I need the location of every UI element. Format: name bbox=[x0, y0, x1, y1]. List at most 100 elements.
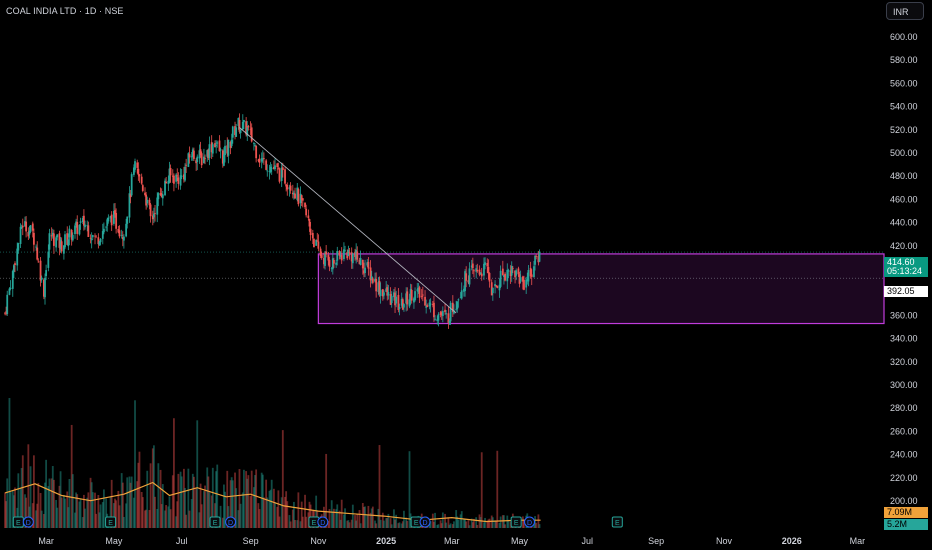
volume-bar bbox=[270, 479, 273, 528]
volume-bar bbox=[99, 504, 102, 528]
candle-body bbox=[476, 269, 479, 272]
volume-bar bbox=[105, 498, 108, 528]
volume-bar bbox=[67, 507, 70, 528]
x-tick-label: 2025 bbox=[376, 536, 396, 546]
candle-body bbox=[519, 277, 522, 282]
volume-bar bbox=[110, 479, 113, 528]
candle-body bbox=[134, 161, 136, 170]
volume-bar bbox=[101, 502, 104, 528]
volume-bar bbox=[185, 514, 188, 528]
candle-body bbox=[355, 249, 358, 260]
candle-body bbox=[137, 168, 140, 175]
volume-bar bbox=[175, 516, 178, 528]
volume-bar bbox=[370, 508, 373, 528]
candle-body bbox=[325, 251, 328, 255]
candle-body bbox=[278, 168, 281, 182]
candle-body bbox=[266, 170, 269, 172]
volume-bar bbox=[243, 469, 245, 528]
volume-bar bbox=[207, 476, 210, 528]
volume-bar bbox=[330, 500, 333, 528]
volume-bar bbox=[393, 509, 395, 528]
volume-bar bbox=[258, 509, 261, 528]
candle-body bbox=[408, 299, 411, 307]
candle-body bbox=[460, 290, 463, 299]
candle-body bbox=[486, 262, 489, 267]
volume-bar bbox=[406, 520, 409, 528]
volume-bar bbox=[434, 512, 436, 528]
volume-bar bbox=[386, 517, 389, 528]
volume-bar bbox=[498, 522, 501, 528]
candle-body bbox=[149, 204, 152, 217]
volume-bar bbox=[42, 514, 45, 528]
volume-bar bbox=[140, 491, 143, 528]
volume-bar bbox=[488, 518, 491, 528]
candle-body bbox=[253, 143, 255, 145]
volume-bar bbox=[356, 513, 359, 528]
candle-body bbox=[62, 245, 65, 254]
volume-bar bbox=[463, 519, 465, 528]
candle-body bbox=[14, 263, 16, 265]
volume-bar bbox=[447, 517, 450, 528]
candle-body bbox=[35, 246, 38, 248]
range-box bbox=[317, 253, 885, 325]
candle-body bbox=[126, 216, 129, 224]
volume-bar bbox=[154, 496, 156, 528]
candle-body bbox=[97, 237, 100, 245]
candle-body bbox=[414, 291, 416, 301]
currency-button[interactable]: INR bbox=[886, 2, 924, 20]
candle-body bbox=[390, 295, 393, 304]
candle-body bbox=[165, 181, 168, 184]
candle-body bbox=[21, 225, 24, 228]
candle-body bbox=[538, 252, 541, 262]
volume-bar bbox=[297, 492, 300, 528]
candle-body bbox=[499, 270, 502, 287]
volume-ma-tag: 5.2M bbox=[884, 519, 928, 530]
candle-body bbox=[457, 299, 460, 301]
volume-bar bbox=[433, 521, 435, 528]
volume-bar bbox=[123, 516, 125, 528]
candle-body bbox=[261, 158, 264, 160]
candle-body bbox=[76, 222, 79, 234]
volume-bar bbox=[216, 464, 219, 528]
volume-bar bbox=[280, 497, 283, 528]
candle-body bbox=[207, 149, 210, 158]
x-tick-label: 2026 bbox=[782, 536, 802, 546]
candle-body bbox=[426, 305, 429, 307]
volume-bar bbox=[487, 519, 490, 528]
volume-bar bbox=[17, 473, 20, 528]
candle-body bbox=[529, 267, 532, 277]
volume-bar bbox=[156, 508, 159, 528]
candle-body bbox=[286, 184, 289, 190]
candle-body bbox=[206, 150, 209, 157]
current-price-tag: 414.60 05:13:24 bbox=[884, 257, 928, 277]
candle-body bbox=[125, 223, 128, 237]
candle-body bbox=[316, 240, 319, 242]
candle-body bbox=[60, 241, 63, 252]
candle-body bbox=[403, 304, 405, 308]
candle-body bbox=[145, 194, 148, 206]
y-tick-label: 300.00 bbox=[890, 380, 918, 390]
candle-body bbox=[29, 225, 32, 232]
candle-body bbox=[268, 171, 271, 173]
volume-bar bbox=[369, 512, 372, 528]
volume-bar bbox=[255, 469, 258, 528]
volume-bar bbox=[293, 501, 295, 528]
volume-bar bbox=[47, 486, 50, 528]
volume-bar bbox=[94, 492, 96, 528]
volume-bar bbox=[491, 517, 494, 528]
volume-bar bbox=[180, 476, 183, 528]
volume-bar bbox=[371, 506, 374, 528]
volume-bar bbox=[284, 496, 286, 528]
candle-body bbox=[377, 282, 380, 293]
candle-body bbox=[319, 248, 322, 256]
volume-bar bbox=[32, 455, 35, 528]
candle-body bbox=[475, 268, 478, 272]
candle-body bbox=[389, 294, 392, 305]
bar-countdown: 05:13:24 bbox=[887, 266, 923, 276]
candle-body bbox=[153, 213, 155, 218]
candle-body bbox=[164, 180, 166, 196]
volume-bar bbox=[151, 448, 154, 528]
candle-body bbox=[437, 314, 440, 321]
candle-body bbox=[6, 294, 9, 315]
